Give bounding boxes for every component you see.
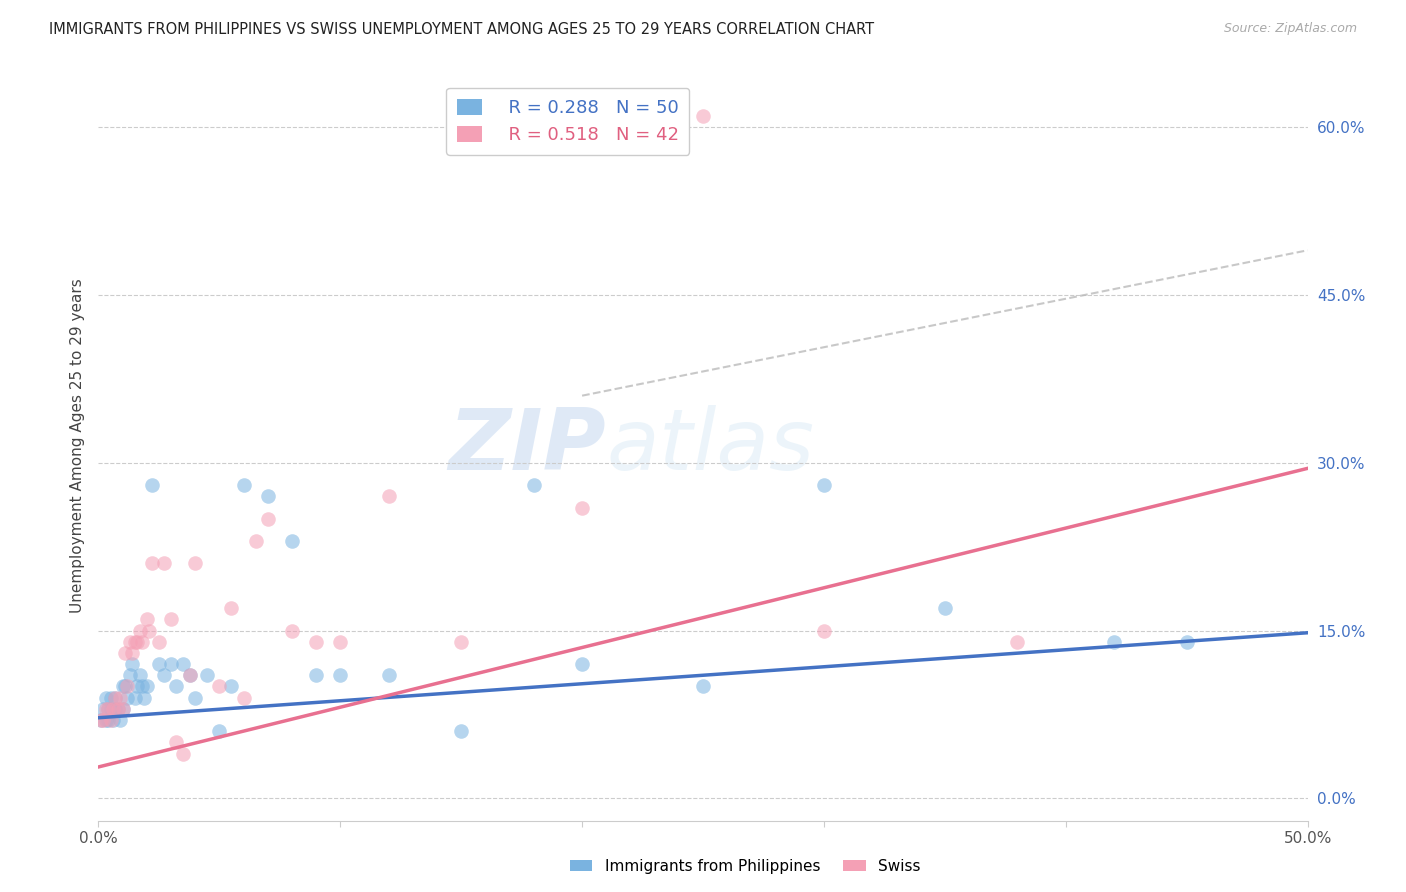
Point	[1175, 634, 1198, 648]
Point	[281, 534, 304, 549]
Point	[179, 668, 201, 682]
Point	[692, 109, 714, 123]
Point	[124, 690, 146, 705]
Point	[131, 680, 153, 694]
Point	[148, 634, 170, 648]
Point	[256, 511, 278, 525]
Point	[571, 500, 593, 515]
Point	[100, 702, 122, 716]
Point	[107, 702, 129, 716]
Point	[221, 680, 243, 694]
Point	[117, 680, 139, 694]
Text: ZIP: ZIP	[449, 404, 606, 488]
Point	[450, 724, 472, 739]
Point	[1102, 634, 1125, 648]
Point	[152, 668, 174, 682]
Point	[104, 702, 127, 716]
Point	[100, 690, 122, 705]
Point	[692, 680, 714, 694]
Point	[377, 489, 399, 503]
Point	[377, 668, 399, 682]
Point	[179, 668, 201, 682]
Point	[523, 478, 546, 492]
Point	[165, 735, 187, 749]
Point	[571, 657, 593, 671]
Point	[90, 713, 112, 727]
Point	[111, 680, 134, 694]
Point	[245, 534, 267, 549]
Point	[232, 478, 254, 492]
Point	[208, 724, 231, 739]
Point	[121, 657, 143, 671]
Legend:   R = 0.288   N = 50,   R = 0.518   N = 42: R = 0.288 N = 50, R = 0.518 N = 42	[446, 88, 689, 155]
Point	[208, 680, 231, 694]
Point	[135, 612, 157, 626]
Point	[141, 557, 163, 571]
Point	[305, 668, 328, 682]
Point	[281, 624, 304, 638]
Point	[813, 624, 835, 638]
Point	[97, 713, 120, 727]
Point	[184, 557, 207, 571]
Point	[329, 634, 352, 648]
Point	[101, 702, 124, 716]
Point	[124, 634, 146, 648]
Point	[1007, 634, 1029, 648]
Point	[117, 690, 139, 705]
Point	[172, 747, 194, 761]
Point	[94, 702, 117, 716]
Point	[104, 690, 127, 705]
Point	[127, 634, 149, 648]
Point	[118, 634, 141, 648]
Point	[128, 668, 150, 682]
Point	[305, 634, 328, 648]
Point	[141, 478, 163, 492]
Text: atlas: atlas	[606, 404, 814, 488]
Point	[97, 702, 120, 716]
Point	[256, 489, 278, 503]
Point	[94, 713, 117, 727]
Point	[111, 702, 134, 716]
Point	[114, 646, 136, 660]
Point	[107, 702, 129, 716]
Point	[91, 702, 114, 716]
Point	[134, 690, 156, 705]
Point	[104, 690, 127, 705]
Point	[195, 668, 218, 682]
Point	[934, 601, 956, 615]
Text: IMMIGRANTS FROM PHILIPPINES VS SWISS UNEMPLOYMENT AMONG AGES 25 TO 29 YEARS CORR: IMMIGRANTS FROM PHILIPPINES VS SWISS UNE…	[49, 22, 875, 37]
Point	[329, 668, 352, 682]
Point	[160, 657, 183, 671]
Point	[165, 680, 187, 694]
Point	[813, 478, 835, 492]
Legend: Immigrants from Philippines, Swiss: Immigrants from Philippines, Swiss	[564, 853, 927, 880]
Point	[97, 702, 120, 716]
Point	[221, 601, 243, 615]
Point	[172, 657, 194, 671]
Point	[138, 624, 160, 638]
Point	[121, 646, 143, 660]
Point	[135, 680, 157, 694]
Point	[160, 612, 183, 626]
Point	[108, 713, 131, 727]
Point	[94, 690, 117, 705]
Point	[101, 713, 124, 727]
Point	[111, 702, 134, 716]
Point	[127, 680, 149, 694]
Point	[114, 680, 136, 694]
Point	[128, 624, 150, 638]
Point	[100, 713, 122, 727]
Point	[152, 557, 174, 571]
Point	[184, 690, 207, 705]
Point	[91, 713, 114, 727]
Point	[108, 690, 131, 705]
Point	[232, 690, 254, 705]
Point	[118, 668, 141, 682]
Y-axis label: Unemployment Among Ages 25 to 29 years: Unemployment Among Ages 25 to 29 years	[69, 278, 84, 614]
Point	[450, 634, 472, 648]
Point	[90, 713, 112, 727]
Point	[131, 634, 153, 648]
Point	[148, 657, 170, 671]
Text: Source: ZipAtlas.com: Source: ZipAtlas.com	[1223, 22, 1357, 36]
